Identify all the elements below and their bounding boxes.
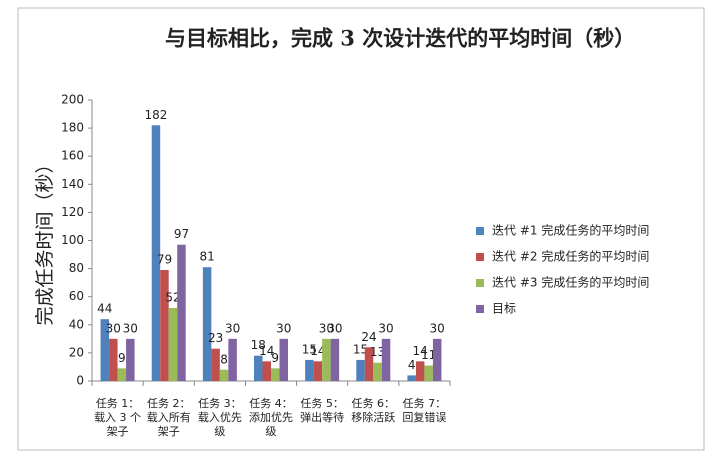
data-label: 182 bbox=[145, 108, 168, 122]
x-tick-label: 任务 4：添加优先级 bbox=[248, 397, 293, 438]
chart-title: 与目标相比，完成 3 次设计迭代的平均时间（秒） bbox=[165, 26, 635, 51]
x-tick-label: 任务 5：弹出等待 bbox=[300, 397, 345, 424]
y-tick-label: 100 bbox=[61, 233, 84, 247]
y-tick-label: 200 bbox=[61, 93, 84, 107]
data-label: 30 bbox=[123, 321, 138, 335]
y-tick-label: 80 bbox=[69, 261, 84, 275]
y-tick-label: 180 bbox=[61, 121, 84, 135]
bar bbox=[109, 338, 118, 381]
bar bbox=[305, 359, 314, 381]
data-label: 30 bbox=[378, 321, 393, 335]
data-label: 23 bbox=[208, 331, 223, 345]
bar bbox=[126, 338, 135, 381]
bar bbox=[151, 125, 161, 381]
bar bbox=[262, 361, 271, 381]
bar bbox=[100, 319, 110, 381]
legend-label: 迭代 #3 完成任务的平均时间 bbox=[492, 275, 649, 290]
y-tick-label: 140 bbox=[61, 177, 84, 191]
bar bbox=[160, 270, 169, 381]
data-label: 24 bbox=[361, 330, 376, 344]
x-tick-label: 任务 2：载入所有架子 bbox=[146, 397, 191, 438]
legend-swatch bbox=[476, 305, 484, 313]
y-tick-label: 40 bbox=[69, 317, 84, 331]
data-label: 14 bbox=[259, 344, 274, 358]
data-label: 52 bbox=[165, 290, 180, 304]
y-tick-label: 60 bbox=[69, 289, 84, 303]
bar bbox=[117, 368, 127, 381]
bar bbox=[202, 267, 212, 381]
legend-swatch bbox=[476, 253, 484, 261]
legend-label: 迭代 #2 完成任务的平均时间 bbox=[492, 249, 649, 264]
bar bbox=[356, 359, 365, 381]
bar bbox=[322, 338, 331, 381]
bar bbox=[271, 368, 280, 381]
legend-swatch bbox=[476, 279, 484, 287]
bar bbox=[407, 375, 416, 381]
data-label: 30 bbox=[276, 321, 291, 335]
data-label: 30 bbox=[319, 321, 334, 335]
x-tick-label: 任务 3：载入优先级 bbox=[197, 397, 242, 438]
bar bbox=[381, 338, 391, 381]
y-tick-label: 0 bbox=[76, 374, 84, 388]
data-label: 9 bbox=[271, 351, 279, 365]
legend-label: 迭代 #1 完成任务的平均时间 bbox=[492, 223, 649, 238]
bar bbox=[177, 244, 186, 381]
legend-label: 目标 bbox=[492, 302, 516, 316]
data-label: 9 bbox=[118, 351, 126, 365]
bar bbox=[364, 347, 374, 381]
bar bbox=[432, 338, 442, 381]
data-label: 30 bbox=[327, 321, 342, 335]
bar bbox=[424, 365, 433, 381]
data-label: 18 bbox=[251, 338, 266, 352]
x-tick-label: 任务 7：回复错误 bbox=[402, 397, 447, 424]
y-axis-label: 完成任务时间（秒） bbox=[34, 154, 56, 325]
bar bbox=[373, 362, 382, 381]
x-tick-label: 任务 6：移除活跃 bbox=[351, 397, 396, 424]
bar bbox=[168, 307, 178, 381]
data-label: 4 bbox=[408, 358, 416, 372]
bar bbox=[330, 338, 340, 381]
data-label: 11 bbox=[421, 348, 436, 362]
data-label: 14 bbox=[310, 344, 325, 358]
data-label: 30 bbox=[106, 321, 121, 335]
y-tick-label: 160 bbox=[61, 149, 84, 163]
bar bbox=[415, 361, 425, 381]
data-label: 15 bbox=[353, 342, 368, 356]
bar bbox=[219, 369, 229, 381]
data-label: 8 bbox=[220, 352, 228, 366]
x-tick-label: 任务 1：载入 3 个架子 bbox=[94, 397, 142, 438]
bar bbox=[228, 338, 237, 381]
y-tick-label: 20 bbox=[69, 345, 84, 359]
chart-border bbox=[17, 7, 705, 451]
y-tick-label: 120 bbox=[61, 205, 84, 219]
data-label: 97 bbox=[174, 227, 189, 241]
data-label: 79 bbox=[157, 253, 172, 267]
data-label: 30 bbox=[225, 321, 240, 335]
bar bbox=[254, 355, 263, 381]
bar bbox=[279, 338, 288, 381]
data-label: 14 bbox=[413, 344, 428, 358]
data-label: 13 bbox=[370, 345, 385, 359]
bar bbox=[313, 361, 323, 381]
data-label: 81 bbox=[199, 250, 214, 264]
data-label: 30 bbox=[430, 321, 445, 335]
data-label: 15 bbox=[302, 342, 317, 356]
data-label: 44 bbox=[97, 302, 112, 316]
legend-swatch bbox=[476, 227, 484, 235]
bar bbox=[211, 348, 220, 381]
